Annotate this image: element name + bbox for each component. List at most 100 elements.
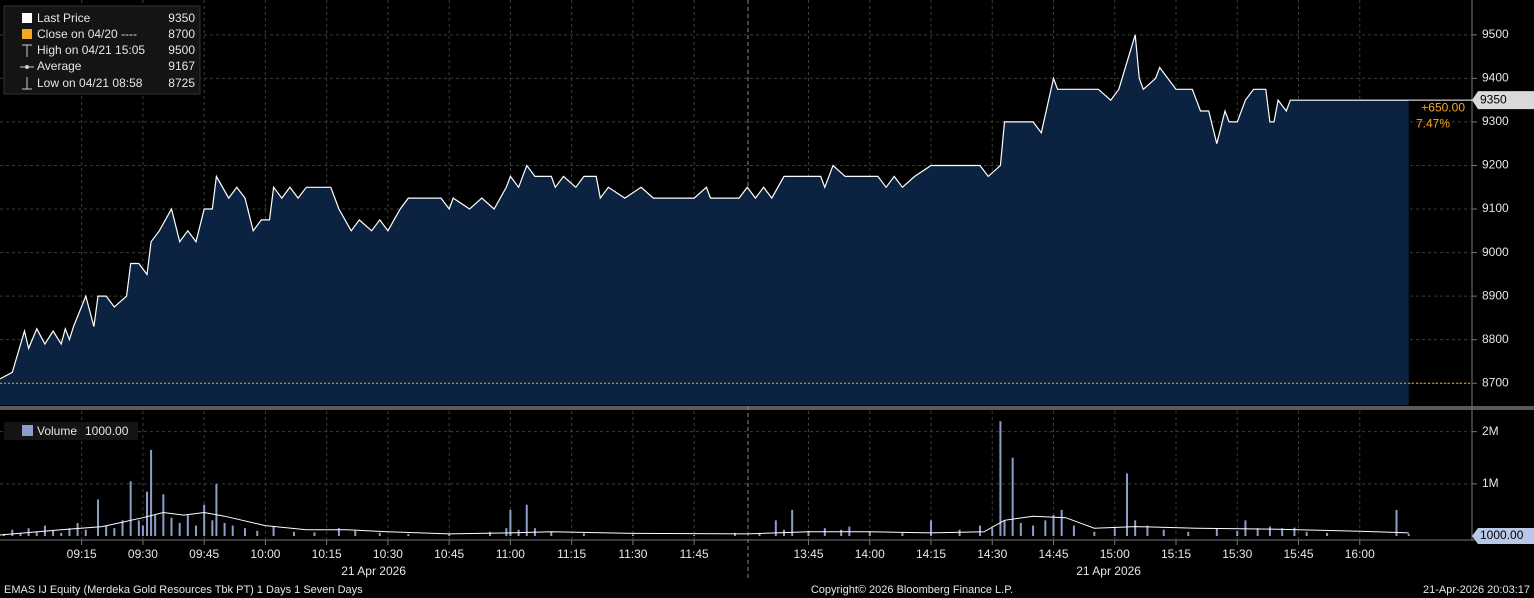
volume-bar <box>337 528 340 536</box>
legend-label: Close on 04/20 ---- <box>37 27 137 41</box>
legend-value: 9167 <box>168 59 195 73</box>
volume-bar <box>758 532 761 536</box>
price-line <box>0 34 1409 380</box>
volume-bar <box>1395 509 1398 536</box>
date-label: 21 Apr 2026 <box>1076 564 1141 578</box>
volume-bar <box>550 531 553 536</box>
y-tick-label: 8800 <box>1482 332 1509 346</box>
y-tick-label: 1M <box>1482 476 1499 490</box>
volume-bar <box>807 530 810 536</box>
volume-bar <box>137 520 140 536</box>
legend-icon <box>22 77 32 90</box>
volume-bar <box>509 509 512 536</box>
volume-bar <box>1113 528 1116 536</box>
volume-bar <box>1256 528 1259 536</box>
volume-bar <box>60 532 63 536</box>
last-price-label: 9350 <box>1480 92 1507 106</box>
volume-bar <box>313 532 316 536</box>
legend-box <box>3 5 201 95</box>
volume-bar <box>162 494 165 536</box>
volume-bar <box>979 525 981 536</box>
footer-security: EMAS IJ Equity (Merdeka Gold Resources T… <box>4 584 363 596</box>
volume-bar <box>272 526 275 536</box>
volume-bar <box>1236 530 1239 536</box>
legend: Last Price 9350 Close on 04/20 ---- 8700… <box>3 5 201 95</box>
volume-bar <box>68 528 71 536</box>
legend-icon <box>22 13 32 23</box>
plot-layer: 09:15 09:30 09:45 10:00 10:15 10:30 10:45 11:00… <box>0 0 1534 578</box>
volume-bar <box>11 529 14 536</box>
x-tick-label: 09:45 <box>189 547 219 561</box>
volume-bar <box>1187 531 1190 536</box>
panel-divider <box>0 406 1534 410</box>
volume-bar <box>154 515 157 536</box>
date-label: 21 Apr 2026 <box>341 564 406 578</box>
volume-bar <box>186 515 189 536</box>
legend-box <box>4 422 138 440</box>
volume-bar <box>1044 520 1047 536</box>
x-tick-label: 10:30 <box>373 547 403 561</box>
volume-bar <box>991 528 994 536</box>
volume-bar <box>211 520 214 536</box>
x-tick-label: 11:30 <box>618 547 647 561</box>
volume-bar <box>999 421 1002 536</box>
volume-bar <box>1011 457 1014 536</box>
volume-bar <box>105 525 108 536</box>
legend-icon <box>22 425 33 436</box>
volume-bar <box>141 525 144 536</box>
volume-bar <box>505 528 508 536</box>
volume-bar <box>1052 515 1055 536</box>
legend-value: 9500 <box>168 43 195 57</box>
volume-bar <box>930 520 932 536</box>
y-tick-label: 8900 <box>1482 288 1509 302</box>
x-tick-label: 15:00 <box>1100 547 1130 561</box>
volume-bar <box>868 531 871 536</box>
y-tick-label: 2M <box>1482 424 1499 438</box>
legend-icon <box>22 44 32 57</box>
change-label: +650.00 <box>1421 100 1465 114</box>
volume-bar <box>407 533 410 536</box>
y-tick-label: 9000 <box>1482 245 1509 259</box>
volume-average <box>0 511 1409 536</box>
volume-bar <box>958 529 961 536</box>
volume-bar <box>1134 520 1137 536</box>
x-tick-label: 10:15 <box>312 547 342 561</box>
volume-bar <box>1019 522 1022 536</box>
price-area <box>0 34 1409 406</box>
y-tick-label: 8700 <box>1482 375 1509 389</box>
volume-bar <box>215 483 218 536</box>
legend-value: 8725 <box>168 76 195 90</box>
volume-bar <box>150 449 153 536</box>
y-tick-label: 9300 <box>1482 114 1509 128</box>
volume-bar <box>1093 531 1096 536</box>
change-pct-label: 7.47% <box>1416 116 1450 130</box>
volume-bar <box>231 525 234 536</box>
x-tick-label: 11:45 <box>680 547 709 561</box>
x-tick-label: 11:00 <box>496 547 525 561</box>
volume-bar <box>840 529 843 536</box>
volume-bar <box>1244 520 1247 536</box>
volume-bar <box>293 531 295 536</box>
volume-bar <box>734 532 736 536</box>
legend-value: 9350 <box>168 11 195 25</box>
y-tick-label: 9200 <box>1482 158 1509 172</box>
volume-bar <box>35 531 38 536</box>
volume-bar <box>203 504 206 536</box>
y-tick-label: 9400 <box>1482 71 1509 85</box>
volume-bar <box>1003 520 1006 536</box>
x-tick-label: 15:45 <box>1283 547 1313 561</box>
volume-bar <box>1268 526 1271 536</box>
volume-bar <box>631 534 634 536</box>
volume-bar <box>146 491 148 536</box>
legend-label: High on 04/21 15:05 <box>37 43 145 57</box>
volume-bar <box>1060 509 1063 536</box>
volume-bar <box>1407 533 1410 536</box>
volume-bar <box>170 517 173 536</box>
volume-bar <box>129 481 132 536</box>
volume-bar <box>489 531 491 536</box>
volume-bar <box>256 530 259 536</box>
volume-bar <box>244 528 246 536</box>
volume-bar <box>1162 529 1165 536</box>
legend-label: Low on 04/21 08:58 <box>37 76 143 90</box>
legend-icon <box>25 65 29 69</box>
